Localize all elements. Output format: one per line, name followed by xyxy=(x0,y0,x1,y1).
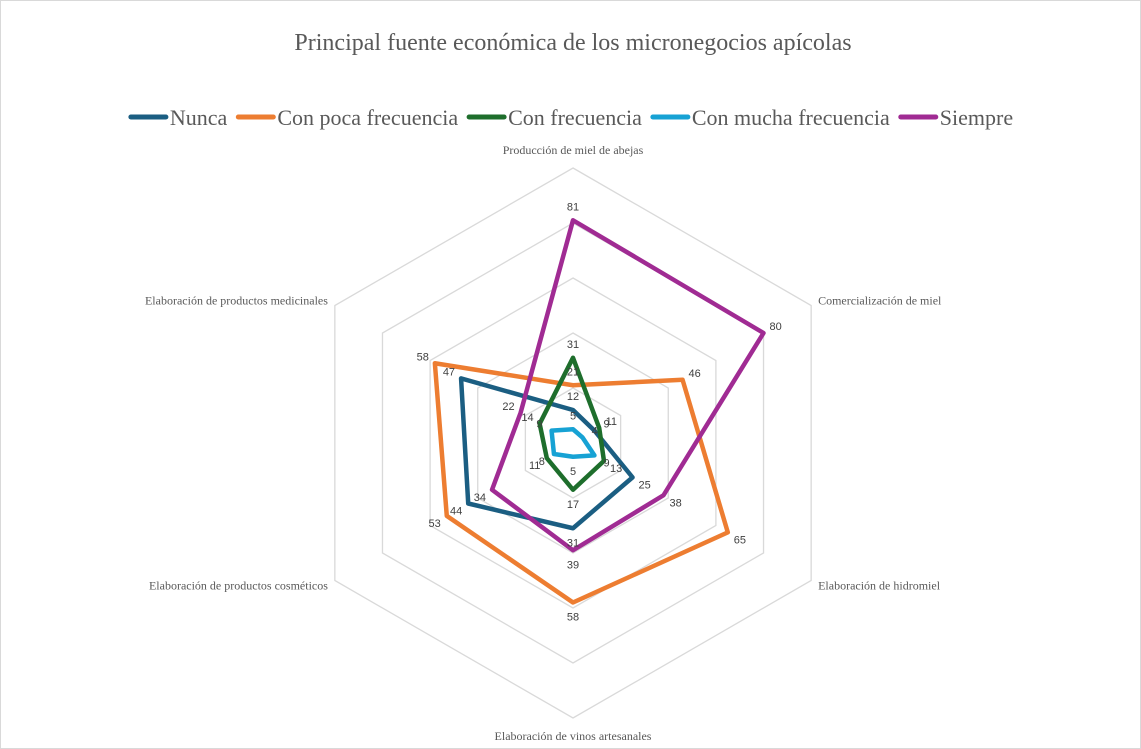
series-line xyxy=(537,355,607,492)
data-label: 11 xyxy=(529,460,540,472)
data-label: 9 xyxy=(603,457,609,469)
data-label: 65 xyxy=(734,534,746,546)
series-line xyxy=(489,218,766,553)
grid-ring xyxy=(477,332,669,554)
data-label: 11 xyxy=(606,416,617,428)
category-label: Comercialización de miel xyxy=(818,294,942,308)
data-label: 17 xyxy=(567,499,579,511)
data-label: 9 xyxy=(536,419,542,431)
data-label: 31 xyxy=(567,537,579,549)
data-label: 58 xyxy=(567,612,579,624)
data-label: 58 xyxy=(417,351,429,363)
data-label: 22 xyxy=(502,401,514,413)
data-label: 31 xyxy=(567,339,579,351)
legend-label: Con frecuencia xyxy=(508,105,642,130)
data-label: 34 xyxy=(474,492,486,504)
legend-label: Nunca xyxy=(170,105,228,130)
series-line xyxy=(432,361,731,605)
series-line xyxy=(458,376,635,531)
category-label: Elaboración de productos medicinales xyxy=(145,294,328,308)
data-label: 21 xyxy=(567,366,579,378)
grid-ring xyxy=(429,277,717,609)
data-label: 80 xyxy=(770,321,782,333)
series-line xyxy=(549,427,597,459)
data-label: 46 xyxy=(689,368,701,380)
data-label: 13 xyxy=(610,463,622,475)
chart-title: Principal fuente económica de los micron… xyxy=(294,30,851,56)
data-label: 44 xyxy=(450,506,462,518)
data-label: 14 xyxy=(521,412,533,424)
data-label: 53 xyxy=(429,518,441,530)
data-label: 9 xyxy=(603,419,609,431)
legend-label: Con poca frecuencia xyxy=(277,105,458,130)
data-label: 5 xyxy=(570,466,576,478)
data-label: 47 xyxy=(443,366,455,378)
legend: Nunca Con poca frecuencia Con frecuencia Co… xyxy=(128,105,1013,130)
grid-ring xyxy=(334,167,812,719)
data-label: 39 xyxy=(567,559,579,571)
data-label: 8 xyxy=(539,456,545,468)
category-label: Elaboración de vinos artesanales xyxy=(495,729,652,743)
data-label: 38 xyxy=(669,497,681,509)
legend-label: Con mucha frecuencia xyxy=(692,105,890,130)
category-label: Elaboración de hidromiel xyxy=(818,579,941,593)
category-label: Producción de miel de abejas xyxy=(503,143,644,157)
data-label: 4 xyxy=(592,426,598,438)
category-label: Elaboración de productos cosméticos xyxy=(149,579,328,593)
legend-label: Siempre xyxy=(940,105,1013,130)
data-label: 5 xyxy=(570,410,576,422)
data-label: 12 xyxy=(567,391,579,403)
data-label: 81 xyxy=(567,201,579,213)
data-label: 25 xyxy=(639,479,651,491)
grid-ring xyxy=(524,387,622,499)
